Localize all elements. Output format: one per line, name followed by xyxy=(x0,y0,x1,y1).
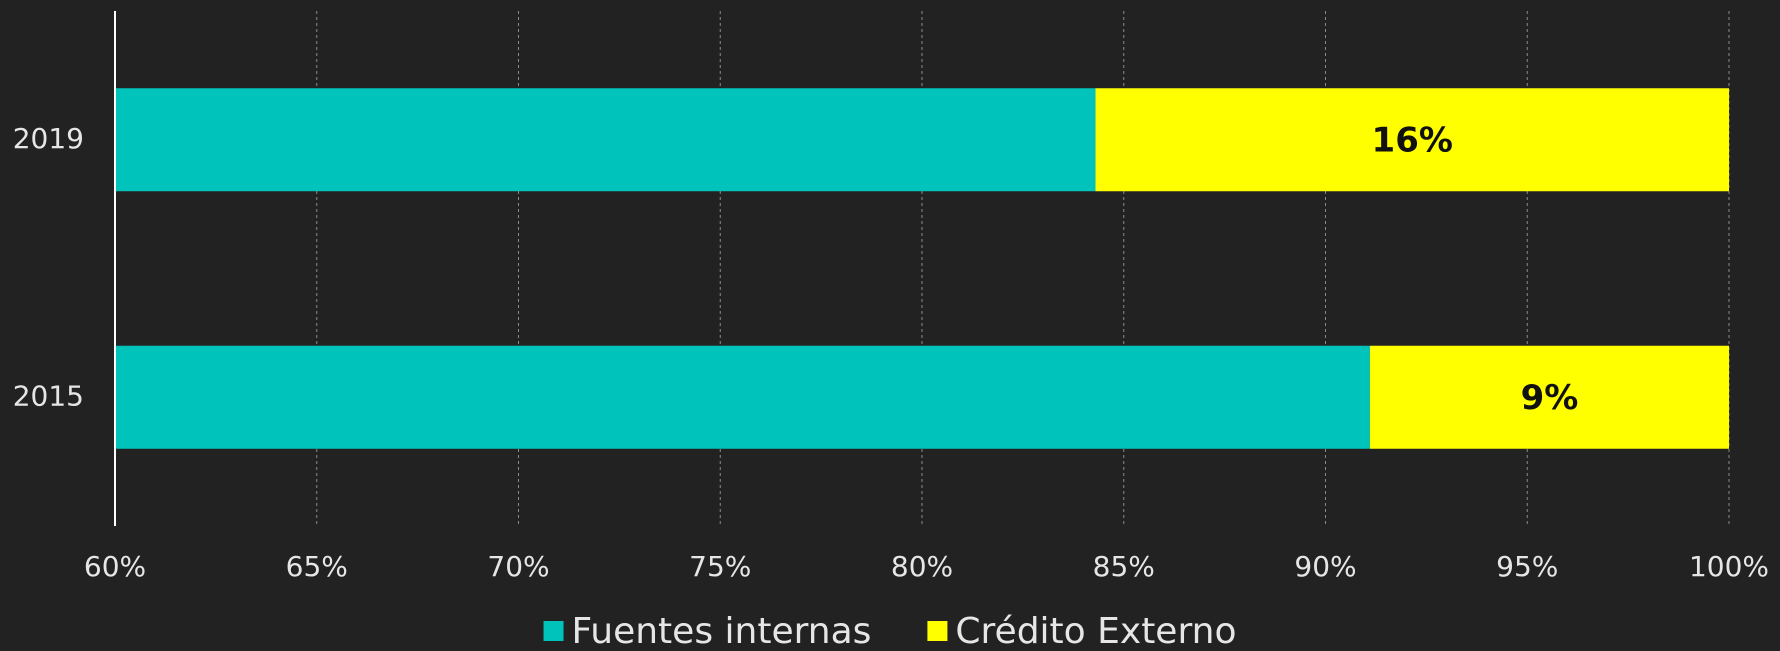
legend: Fuentes internas Crédito Externo xyxy=(543,611,1236,651)
data-label: 9% xyxy=(1521,378,1579,418)
data-label: 16% xyxy=(1372,120,1453,160)
x-tick-label: 75% xyxy=(689,550,751,583)
x-tick-label: 85% xyxy=(1093,550,1155,583)
x-tick-label: 80% xyxy=(891,550,953,583)
bar-segment xyxy=(1369,345,1729,449)
x-tick-label: 70% xyxy=(487,550,549,583)
x-tick-label: 65% xyxy=(286,550,348,583)
y-tick-label: 2015 xyxy=(13,379,84,412)
x-tick-label: 60% xyxy=(84,550,146,583)
x-tick-label: 95% xyxy=(1496,550,1558,583)
legend-swatch xyxy=(927,621,948,641)
y-tick-label: 2019 xyxy=(13,122,84,155)
legend-label: Crédito Externo xyxy=(955,611,1236,651)
bar-segment xyxy=(115,88,1096,192)
bar-segment xyxy=(1095,88,1729,192)
x-tick-label: 90% xyxy=(1294,550,1356,583)
legend-swatch xyxy=(543,621,564,641)
legend-label: Fuentes internas xyxy=(572,611,872,651)
x-tick-label: 100% xyxy=(1689,550,1769,583)
bar-segment xyxy=(115,345,1370,449)
